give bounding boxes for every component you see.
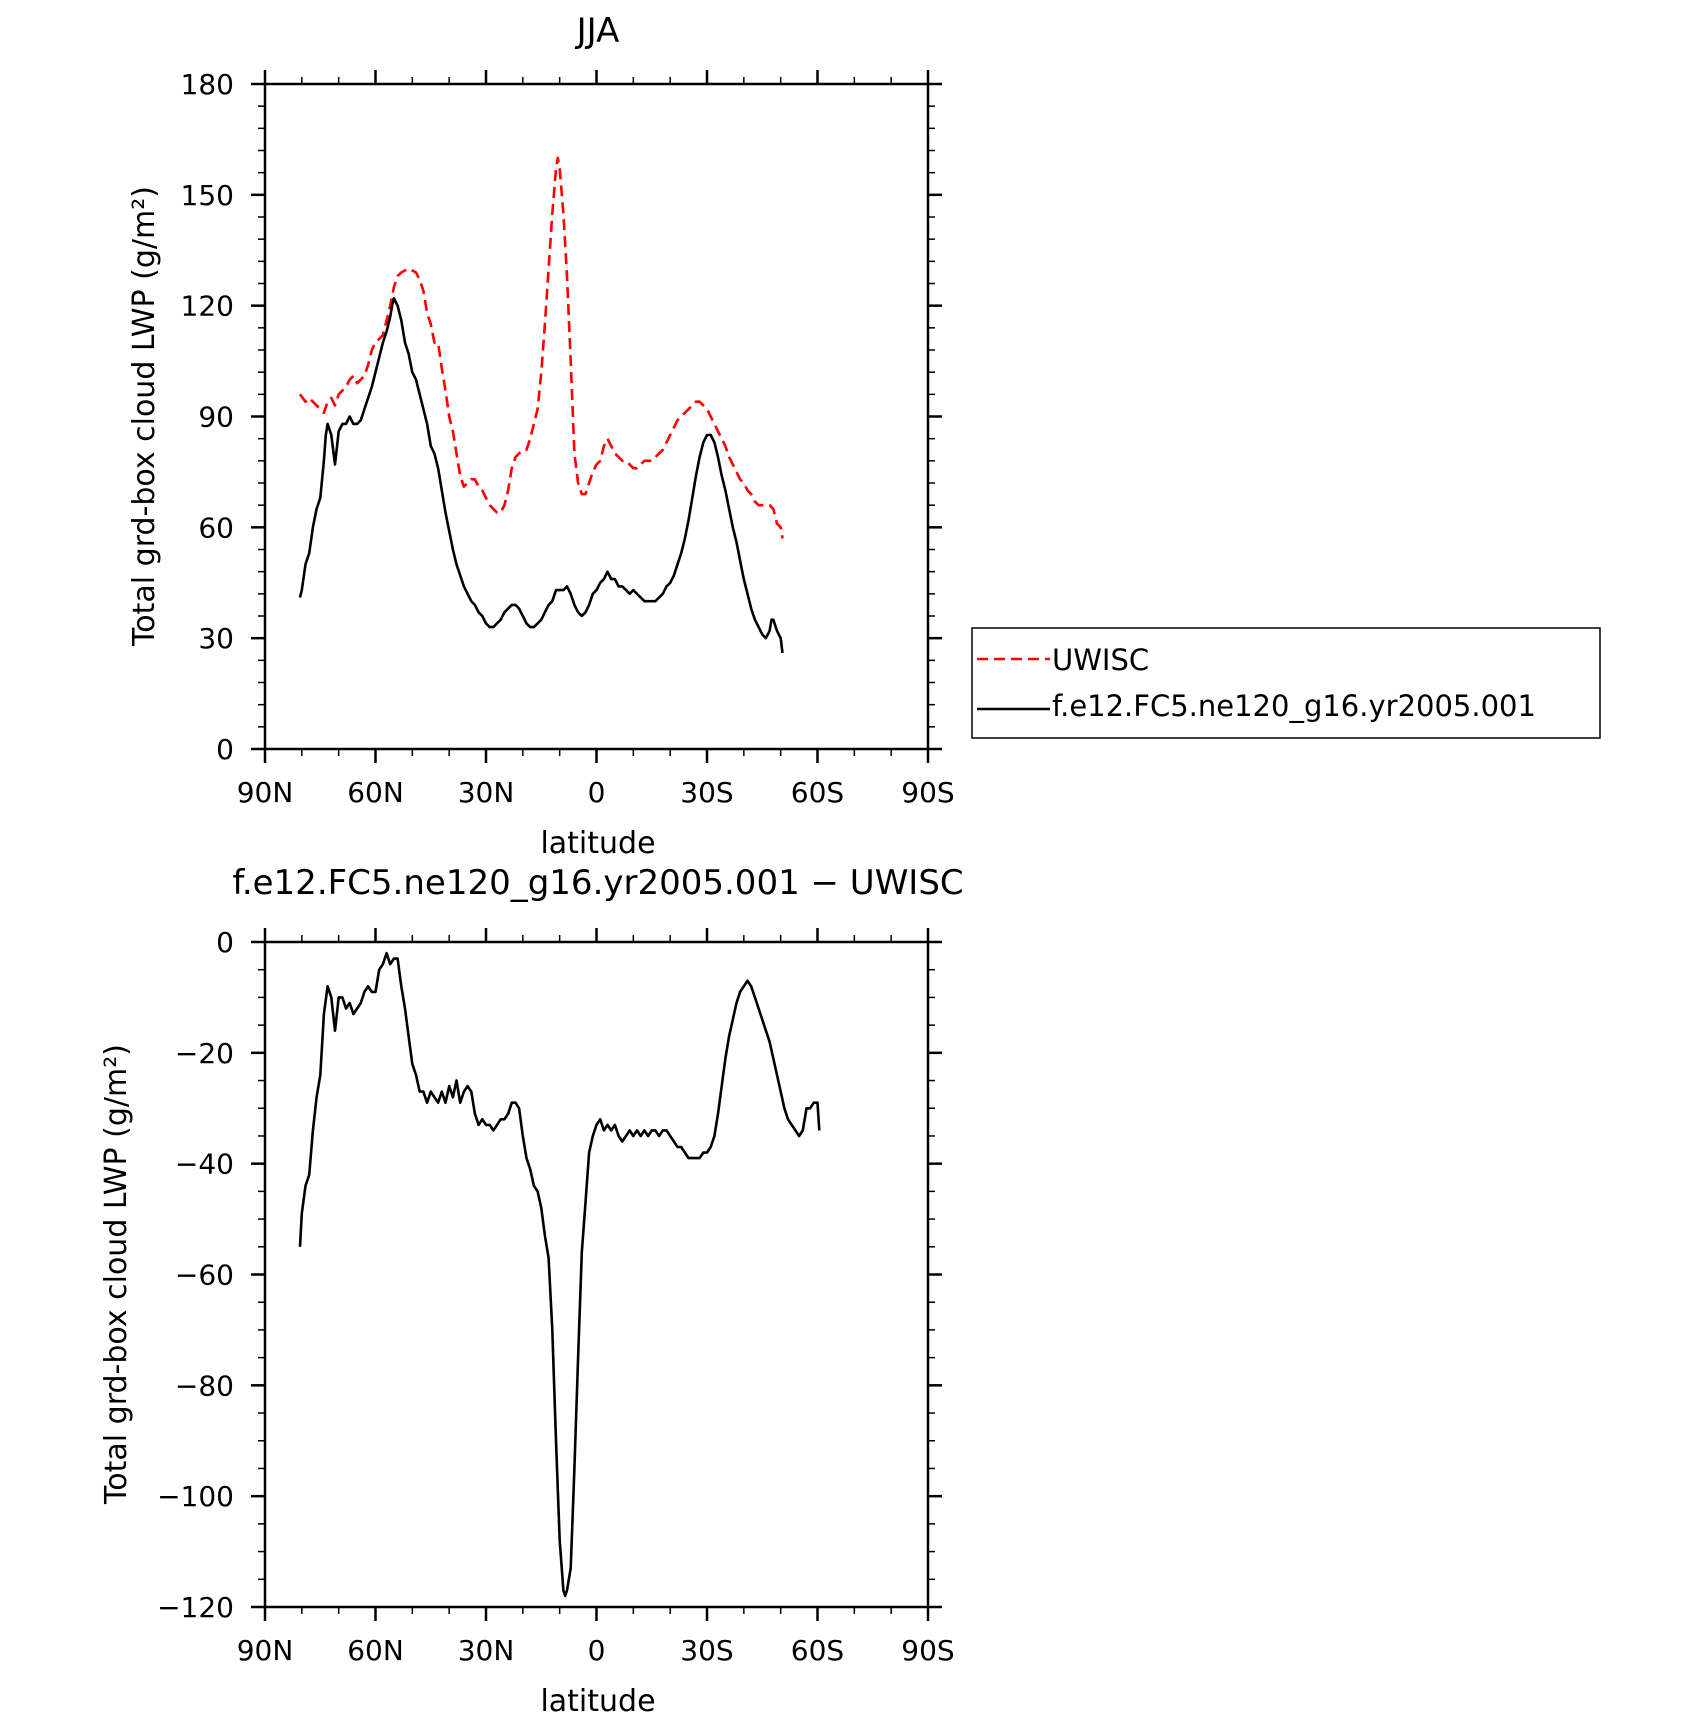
bottom-chart-series-line-1 bbox=[298, 951, 821, 1598]
top-chart-x-tick-label: 30N bbox=[458, 776, 515, 809]
top-chart-y-tick-label: 180 bbox=[181, 68, 234, 101]
bottom-chart-y-tick-label: −20 bbox=[175, 1037, 234, 1070]
legend-box bbox=[971, 627, 1601, 739]
top-chart-x-tick-label: 0 bbox=[588, 776, 606, 809]
top-chart-series-line-2 bbox=[298, 297, 784, 654]
top-chart-x-tick-label: 60N bbox=[347, 776, 404, 809]
bottom-chart-y-tick-label: 0 bbox=[216, 926, 234, 959]
top-chart-y-tick-label: 150 bbox=[181, 179, 234, 212]
bottom-chart-x-tick-label: 60N bbox=[347, 1634, 404, 1667]
bottom-chart-title: f.e12.FC5.ne120_g16.yr2005.001 − UWISC bbox=[232, 863, 963, 903]
bottom-chart: f.e12.FC5.ne120_g16.yr2005.001 − UWISC 9… bbox=[99, 863, 964, 1719]
bottom-chart-x-axis-label: latitude bbox=[540, 1684, 655, 1719]
bottom-chart-y-tick-label: −60 bbox=[175, 1259, 234, 1292]
bottom-chart-y-tick-label: −120 bbox=[157, 1591, 234, 1624]
top-chart-y-tick-label: 90 bbox=[198, 401, 234, 434]
legend-label-uwisc: UWISC bbox=[1052, 643, 1149, 677]
top-chart-x-tick-label: 30S bbox=[680, 776, 733, 809]
bottom-chart-y-axis-label: Total grd-box cloud LWP (g/m²) bbox=[99, 1044, 134, 1505]
bottom-chart-series-layer bbox=[298, 951, 821, 1598]
top-chart-x-tick-label: 90N bbox=[237, 776, 294, 809]
top-chart: JJA 90N 60N 30N 0 30S 60S 90S0306090120150180 … bbox=[127, 11, 1601, 861]
bottom-chart-x-tick-label: 90S bbox=[901, 1634, 954, 1667]
bottom-chart-x-tick-label: 30S bbox=[680, 1634, 733, 1667]
top-chart-y-tick-label: 0 bbox=[216, 733, 234, 766]
bottom-chart-x-tick-label: 60S bbox=[791, 1634, 844, 1667]
top-chart-x-tick-label: 60S bbox=[791, 776, 844, 809]
top-chart-tick-labels: 90N 60N 30N 0 30S 60S 90S 0 30 60 90 120 150 180 bbox=[181, 68, 955, 809]
bottom-chart-x-tick-label: 90N bbox=[237, 1634, 294, 1667]
top-chart-y-axis-label: Total grd-box cloud LWP (g/m²) bbox=[127, 186, 162, 647]
bottom-chart-ticks bbox=[251, 928, 942, 1621]
top-chart-ticks bbox=[251, 70, 942, 763]
top-chart-y-tick-label: 30 bbox=[198, 622, 234, 655]
bottom-chart-y-tick-label: −80 bbox=[175, 1369, 234, 1402]
top-chart-y-tick-label: 60 bbox=[198, 511, 234, 544]
bottom-chart-x-tick-label: 0 bbox=[588, 1634, 606, 1667]
top-chart-series-layer bbox=[298, 156, 784, 654]
legend: UWISC f.e12.FC5.ne120_g16.yr2005.001 bbox=[971, 627, 1601, 739]
top-chart-x-tick-label: 90S bbox=[901, 776, 954, 809]
bottom-chart-tick-labels: 90N 60N 30N 0 30S 60S 90S 0 −20 −40 −60 −80 −100 −120 bbox=[157, 926, 955, 1667]
legend-label-model: f.e12.FC5.ne120_g16.yr2005.001 bbox=[1052, 689, 1536, 723]
bottom-chart-y-tick-label: −40 bbox=[175, 1148, 234, 1181]
top-chart-x-axis-label: latitude bbox=[540, 826, 655, 861]
bottom-chart-y-tick-label: −100 bbox=[157, 1480, 234, 1513]
bottom-chart-x-tick-label: 30N bbox=[458, 1634, 515, 1667]
top-chart-series-line-1 bbox=[298, 156, 784, 539]
top-chart-y-tick-label: 120 bbox=[181, 290, 234, 323]
top-chart-title: JJA bbox=[575, 11, 620, 51]
